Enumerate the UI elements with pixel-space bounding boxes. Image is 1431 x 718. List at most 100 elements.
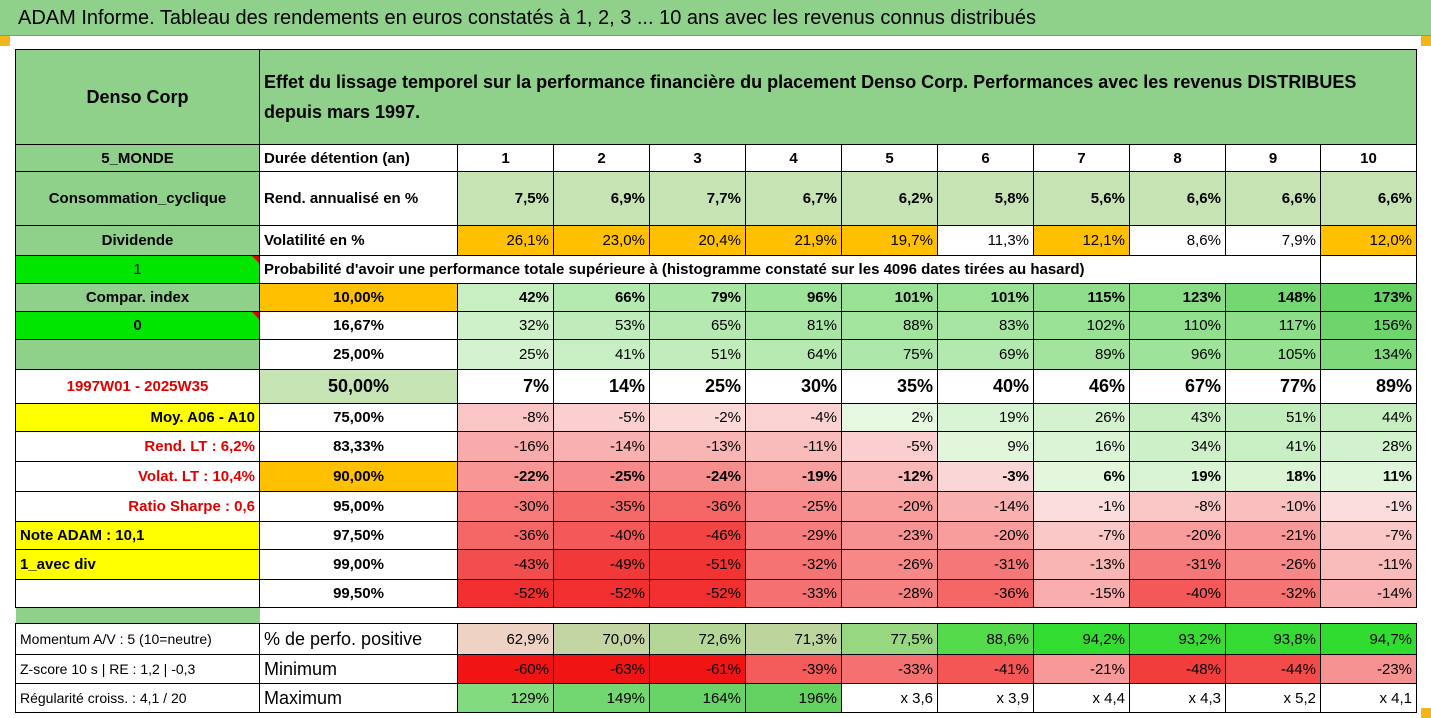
percentile-value-cell: -25%: [553, 461, 650, 492]
report-title: ADAM Informe. Tableau des rendements en …: [0, 0, 1431, 36]
percentile-value-cell: -40%: [553, 521, 650, 550]
positive-perf-cell: 62,9%: [457, 623, 554, 655]
positive-perf-cell: 94,2%: [1033, 623, 1130, 655]
empty-cell: [1225, 255, 1321, 284]
minimum-cell: -61%: [649, 654, 746, 684]
percentile-value-cell: 25%: [649, 369, 746, 404]
probability-title: Probabilité d'avoir une performance tota…: [259, 255, 1226, 284]
percentile-value-cell: -19%: [745, 461, 842, 492]
maximum-cell: 129%: [457, 683, 554, 713]
positive-perf-cell: 93,8%: [1225, 623, 1321, 655]
maximum-cell: 164%: [649, 683, 746, 713]
percentile-value-cell: 134%: [1319, 339, 1418, 370]
year-header: 10: [1319, 144, 1418, 172]
percentile-value-cell: 2%: [841, 403, 938, 432]
percentile-value-cell: 7%: [457, 369, 554, 404]
percentile-value-cell: -14%: [1319, 579, 1418, 608]
percentile-value-cell: -35%: [553, 491, 650, 522]
percentile-value-cell: -36%: [649, 491, 746, 522]
percentile-value-cell: -46%: [649, 521, 746, 550]
percentile-row: Rend. LT : 6,2% 83,33% -16% -14% -13% -11% -5%…: [15, 431, 1418, 462]
percentile-value-cell: 83%: [937, 311, 1034, 340]
annualized-return-cell: 6,2%: [841, 171, 938, 226]
percentile-value-cell: 34%: [1129, 431, 1226, 462]
percentile-value-cell: 67%: [1129, 369, 1226, 404]
percentile-value-cell: -7%: [1319, 521, 1418, 550]
period-label: 1997W01 - 2025W35: [15, 369, 260, 404]
percentile-value-cell: -28%: [841, 579, 938, 608]
maximum-cell: x 3,9: [937, 683, 1034, 713]
annualized-return-cell: 6,6%: [1319, 171, 1418, 226]
percentile-value-cell: 28%: [1319, 431, 1418, 462]
percentile-value-cell: 16%: [1033, 431, 1130, 462]
percentile-value-cell: 30%: [745, 369, 842, 404]
region-label: 5_MONDE: [15, 144, 260, 172]
percentile-value-cell: 173%: [1319, 283, 1418, 312]
percentile-value-cell: 89%: [1319, 369, 1418, 404]
compar-index-value: 0: [15, 311, 260, 340]
corner-marker: [0, 36, 10, 46]
percentile-value-cell: -20%: [1129, 521, 1226, 550]
percentile-label: 25,00%: [259, 339, 458, 370]
minimum-cell: -48%: [1129, 654, 1226, 684]
percentile-value-cell: -32%: [745, 549, 842, 580]
percentile-value-cell: 6%: [1033, 461, 1130, 492]
year-header: 8: [1129, 144, 1226, 172]
annualized-return-cell: 6,7%: [745, 171, 842, 226]
percentile-row: 0 16,67% 32% 53% 65% 81% 88% 83% 102% 110% 117% 156…: [15, 311, 1418, 340]
percentile-value-cell: -20%: [841, 491, 938, 522]
year-header: 6: [937, 144, 1034, 172]
maximum-cell: x 4,3: [1129, 683, 1226, 713]
company-name: Denso Corp: [15, 49, 260, 145]
percentile-value-cell: 40%: [937, 369, 1034, 404]
percentile-value-cell: 69%: [937, 339, 1034, 370]
percentile-value-cell: -32%: [1225, 579, 1321, 608]
percentile-label: 16,67%: [259, 311, 458, 340]
percentile-value-cell: -12%: [841, 461, 938, 492]
percentile-value-cell: 117%: [1225, 311, 1321, 340]
annualized-return-cell: 7,7%: [649, 171, 746, 226]
positive-perf-cell: 88,6%: [937, 623, 1034, 655]
percentile-row: 99,50% -52% -52% -52% -33% -28% -36% -15% -40% -3…: [15, 579, 1418, 608]
percentile-value-cell: 88%: [841, 311, 938, 340]
holding-duration-label: Durée détention (an): [259, 144, 458, 172]
empty-cell: [260, 608, 1417, 624]
positive-perf-label: % de perfo. positive: [259, 623, 458, 655]
minimum-cell: -21%: [1033, 654, 1130, 684]
annualized-return-cell: 7,5%: [457, 171, 554, 226]
percentile-value-cell: 66%: [553, 283, 650, 312]
maximum-cell: x 3,6: [841, 683, 938, 713]
percentile-label: 75,00%: [259, 403, 458, 432]
percentile-value-cell: -8%: [457, 403, 554, 432]
percentile-value-cell: 96%: [745, 283, 842, 312]
percentile-row: Moy. A06 - A10 75,00% -8% -5% -2% -4% 2% 19% 26%…: [15, 403, 1418, 432]
maximum-cell: x 4,1: [1319, 683, 1418, 713]
volatility-cell: 8,6%: [1129, 225, 1226, 256]
percentile-value-cell: 42%: [457, 283, 554, 312]
dividend-label: Dividende: [15, 225, 260, 256]
maximum-cell: 196%: [745, 683, 842, 713]
percentile-value-cell: 41%: [1225, 431, 1321, 462]
minimum-cell: -63%: [553, 654, 650, 684]
rend-lt-label: Rend. LT : 6,2%: [15, 431, 260, 462]
minimum-cell: -44%: [1225, 654, 1321, 684]
percentile-value-cell: -11%: [745, 431, 842, 462]
year-header: 5: [841, 144, 938, 172]
percentile-value-cell: 64%: [745, 339, 842, 370]
volatility-cell: 12,0%: [1319, 225, 1418, 256]
percentile-value-cell: 96%: [1129, 339, 1226, 370]
percentile-value-cell: 101%: [937, 283, 1034, 312]
annualized-return-cell: 6,6%: [1129, 171, 1226, 226]
percentile-value-cell: -21%: [1225, 521, 1321, 550]
positive-perf-cell: 71,3%: [745, 623, 842, 655]
percentile-value-cell: -31%: [1129, 549, 1226, 580]
percentile-value-cell: -22%: [457, 461, 554, 492]
positive-perf-cell: 94,7%: [1319, 623, 1418, 655]
empty-cell: [15, 607, 260, 624]
percentile-value-cell: -43%: [457, 549, 554, 580]
percentile-row: Compar. index 10,00% 42% 66% 79% 96% 101% 101% 1…: [15, 283, 1418, 312]
percentile-label: 90,00%: [259, 461, 458, 492]
percentile-label: 99,00%: [259, 549, 458, 580]
percentile-value-cell: -15%: [1033, 579, 1130, 608]
empty-cell: [15, 579, 260, 608]
